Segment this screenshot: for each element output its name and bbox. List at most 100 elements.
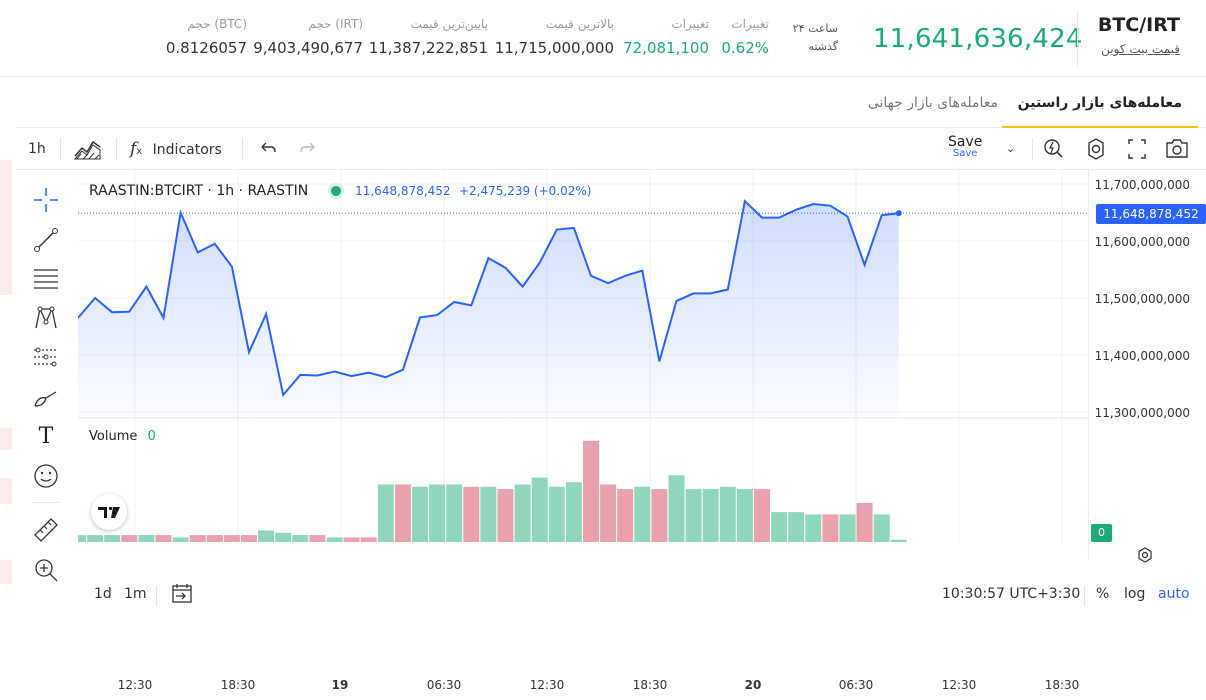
pattern-icon	[35, 306, 57, 329]
chart-toolbar: 1h fx Indicators Save Save ⌄	[16, 128, 1206, 170]
period-line: ۲۴ ساعت	[792, 22, 838, 35]
redo-icon	[300, 142, 315, 153]
divider	[116, 138, 117, 160]
stat-high: بالاترین قیمت 11,715,000,000	[495, 16, 614, 57]
time-axis[interactable]: 12:30 18:30 19 06:30 12:30 18:30 20 06:3…	[78, 672, 1088, 700]
volume-bars	[70, 440, 907, 542]
volume-bar	[583, 440, 599, 542]
x-tick-label: 19	[331, 678, 349, 692]
volume-bar	[275, 532, 292, 542]
volume-value: 0	[147, 429, 156, 444]
divider	[60, 138, 61, 160]
chart-svg[interactable]	[70, 170, 1088, 560]
volume-bar	[258, 530, 275, 542]
divider	[1077, 12, 1078, 66]
period-line: گذشته	[808, 40, 838, 53]
undo-icon	[261, 142, 276, 153]
horizontal-lines-icon	[34, 269, 58, 289]
crosshair-tool[interactable]	[32, 186, 60, 214]
redo-button[interactable]	[298, 128, 318, 170]
price-area	[78, 201, 899, 418]
goto-date-button[interactable]	[170, 582, 194, 610]
text-tool[interactable]: T	[32, 424, 60, 452]
chevron-down-icon[interactable]: ⌄	[1006, 142, 1016, 155]
pair-title[interactable]: BTC/IRT قیمت بیت کوین	[1098, 14, 1180, 56]
fullscreen-icon	[1128, 139, 1146, 159]
fullscreen-button[interactable]	[1126, 128, 1148, 170]
market-tabs: معامله‌های بازار راستین معامله‌های بازار…	[16, 78, 1206, 128]
percent-scale-button[interactable]: %	[1096, 586, 1110, 602]
volume-bar	[822, 514, 839, 542]
volume-bar	[548, 486, 565, 542]
volume-label: Volume	[89, 429, 138, 444]
volume-legend: Volume 0	[89, 429, 156, 444]
brush-icon	[34, 391, 57, 407]
settings-button[interactable]	[1084, 128, 1108, 170]
side-marker	[0, 478, 12, 504]
volume-bar	[651, 489, 668, 542]
volume-bar	[480, 486, 497, 542]
y-tick-label: 11,700,000,000	[1094, 178, 1190, 192]
fib-tool[interactable]	[32, 264, 60, 292]
side-marker	[0, 160, 12, 295]
market-status-dot	[330, 186, 341, 196]
volume-bar	[788, 512, 805, 542]
volume-bar	[121, 535, 138, 542]
divider	[32, 502, 60, 503]
smiley-icon	[34, 464, 58, 488]
log-scale-button[interactable]: log	[1124, 586, 1146, 602]
legend-change: +2,475,239 (+0.02%)	[458, 184, 592, 198]
divider	[1084, 586, 1085, 606]
interval-button[interactable]: 1h	[28, 141, 46, 157]
quick-search-button[interactable]	[1042, 128, 1066, 170]
range-1d-button[interactable]: 1d	[94, 586, 112, 602]
pattern-tool[interactable]	[32, 304, 60, 332]
tab-raastin-market[interactable]: معامله‌های بازار راستین	[1001, 78, 1198, 128]
undo-button[interactable]	[258, 128, 278, 170]
legend-value: 11,648,878,452	[355, 184, 451, 198]
indicators-button[interactable]: fx Indicators	[130, 128, 222, 170]
volume-bar	[223, 535, 240, 542]
auto-scale-button[interactable]: auto	[1158, 586, 1190, 602]
gear-icon	[1138, 547, 1152, 563]
gear-icon	[1088, 138, 1104, 160]
price-axis[interactable]: 11,700,000,000 11,600,000,000 11,500,000…	[1088, 170, 1206, 560]
volume-bar	[377, 484, 394, 542]
range-1m-button[interactable]: 1m	[124, 586, 147, 602]
volume-bar	[565, 482, 582, 542]
x-tick-label: 18:30	[1044, 678, 1080, 692]
tradingview-logo[interactable]	[91, 494, 127, 530]
screenshot-button[interactable]	[1164, 128, 1190, 170]
volume-bar	[634, 486, 651, 542]
search-bolt-icon	[1044, 139, 1063, 158]
period-label: ۲۴ ساعت گذشته	[790, 20, 838, 56]
clock-timezone[interactable]: 10:30:57 UTC+3:30	[942, 586, 1081, 602]
save-sublabel: Save	[952, 148, 978, 159]
market-stats-header: حجم (BTC) 0.8126057 حجم (IRT) 9,403,490,…	[0, 0, 1206, 77]
save-button[interactable]: Save Save	[948, 134, 982, 159]
chart-plot-area[interactable]	[70, 170, 1088, 560]
volume-bar	[429, 484, 446, 542]
emoji-tool[interactable]	[32, 462, 60, 490]
volume-bar	[309, 535, 326, 542]
fx-icon: f	[130, 139, 137, 159]
stat-value: 9,403,490,677	[253, 39, 363, 57]
brush-tool[interactable]	[32, 384, 60, 412]
volume-bar	[497, 489, 514, 542]
chart-type-button[interactable]	[73, 128, 103, 170]
forecast-tool[interactable]	[32, 344, 60, 372]
trend-line-tool[interactable]	[32, 226, 60, 254]
volume-bar	[719, 486, 736, 542]
volume-bar	[531, 477, 548, 542]
volume-bar	[292, 535, 309, 542]
axis-settings-button[interactable]	[1136, 546, 1154, 568]
last-price: 11,641,636,424	[873, 24, 1083, 54]
legend-symbol[interactable]: RAASTIN:BTCIRT · 1h · RAASTIN	[89, 183, 309, 199]
side-marker	[0, 560, 12, 584]
zoom-tool[interactable]	[32, 556, 60, 584]
measure-tool[interactable]	[32, 516, 60, 544]
stat-value: 72,081,100	[623, 39, 709, 57]
divider	[242, 138, 243, 160]
pair-subtitle-link[interactable]: قیمت بیت کوین	[1101, 42, 1180, 56]
tab-global-market[interactable]: معامله‌های بازار جهانی	[867, 95, 998, 111]
